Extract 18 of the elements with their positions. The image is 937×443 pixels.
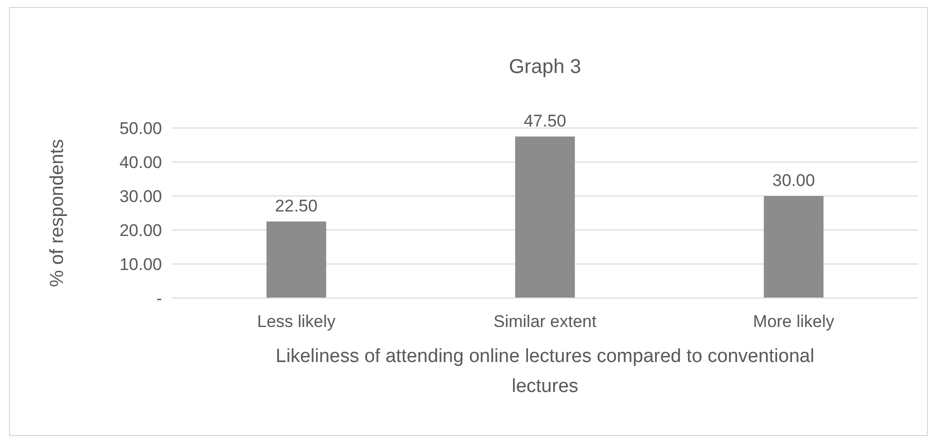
x-tick-label: Similar extent [494, 312, 597, 331]
data-label: 30.00 [772, 171, 815, 190]
data-label: 47.50 [524, 112, 566, 130]
x-tick-label: Less likely [257, 312, 336, 331]
y-tick-label: 20.00 [119, 221, 162, 240]
y-tick-label: 30.00 [119, 187, 162, 206]
y-tick-label: 10.00 [119, 255, 162, 274]
y-tick-label: 40.00 [119, 153, 162, 172]
x-tick-label: More likely [753, 312, 835, 331]
chart-title: Graph 3 [508, 56, 582, 78]
y-tick-label: 50.00 [119, 119, 162, 138]
y-tick-label: - [156, 289, 162, 308]
x-axis-title: Likeliness of attending online lectures compared to conventional lectures [276, 346, 814, 397]
bar [266, 222, 326, 298]
data-label: 22.50 [275, 196, 318, 216]
y-axis-title: % of respondents [47, 139, 68, 287]
bar [515, 136, 575, 298]
bar [764, 196, 824, 298]
